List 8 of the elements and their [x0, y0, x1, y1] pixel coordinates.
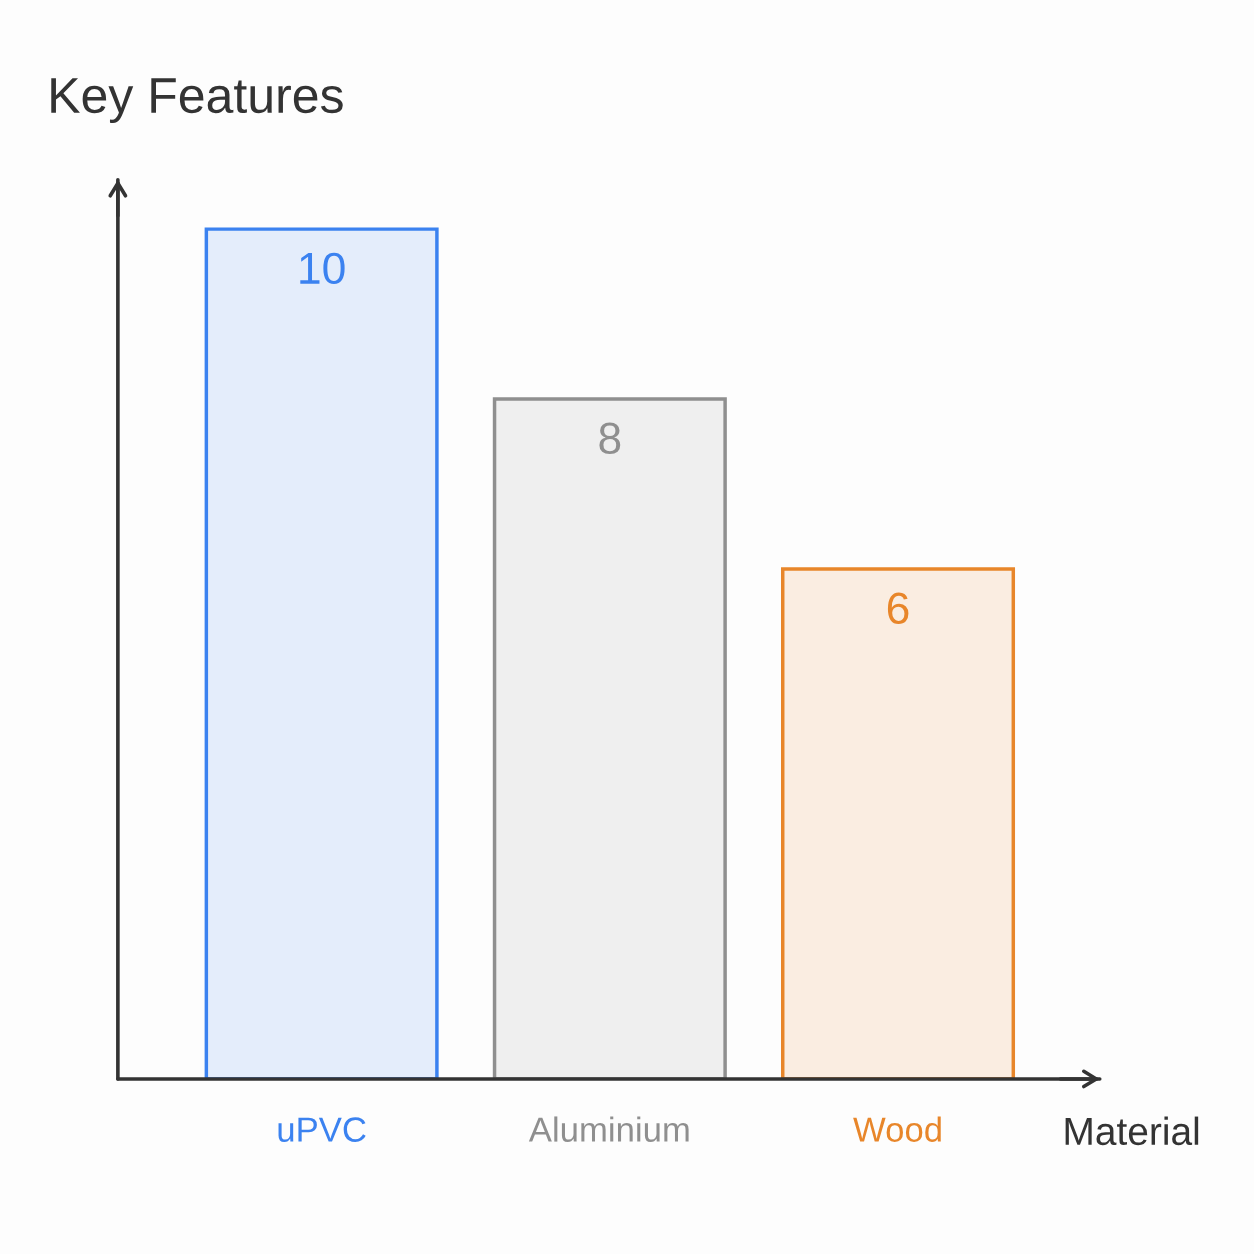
- x-tick-label: Aluminium: [528, 1116, 689, 1142]
- data-label: 10: [300, 252, 345, 285]
- data-label: 6: [887, 592, 909, 625]
- x-axis-title: Material: [1065, 1116, 1199, 1146]
- data-label: 8: [599, 422, 621, 455]
- x-tick-label: Wood: [853, 1116, 941, 1142]
- x-tick-label: uPVC: [278, 1117, 366, 1142]
- y-axis-title: Key Features: [51, 78, 343, 124]
